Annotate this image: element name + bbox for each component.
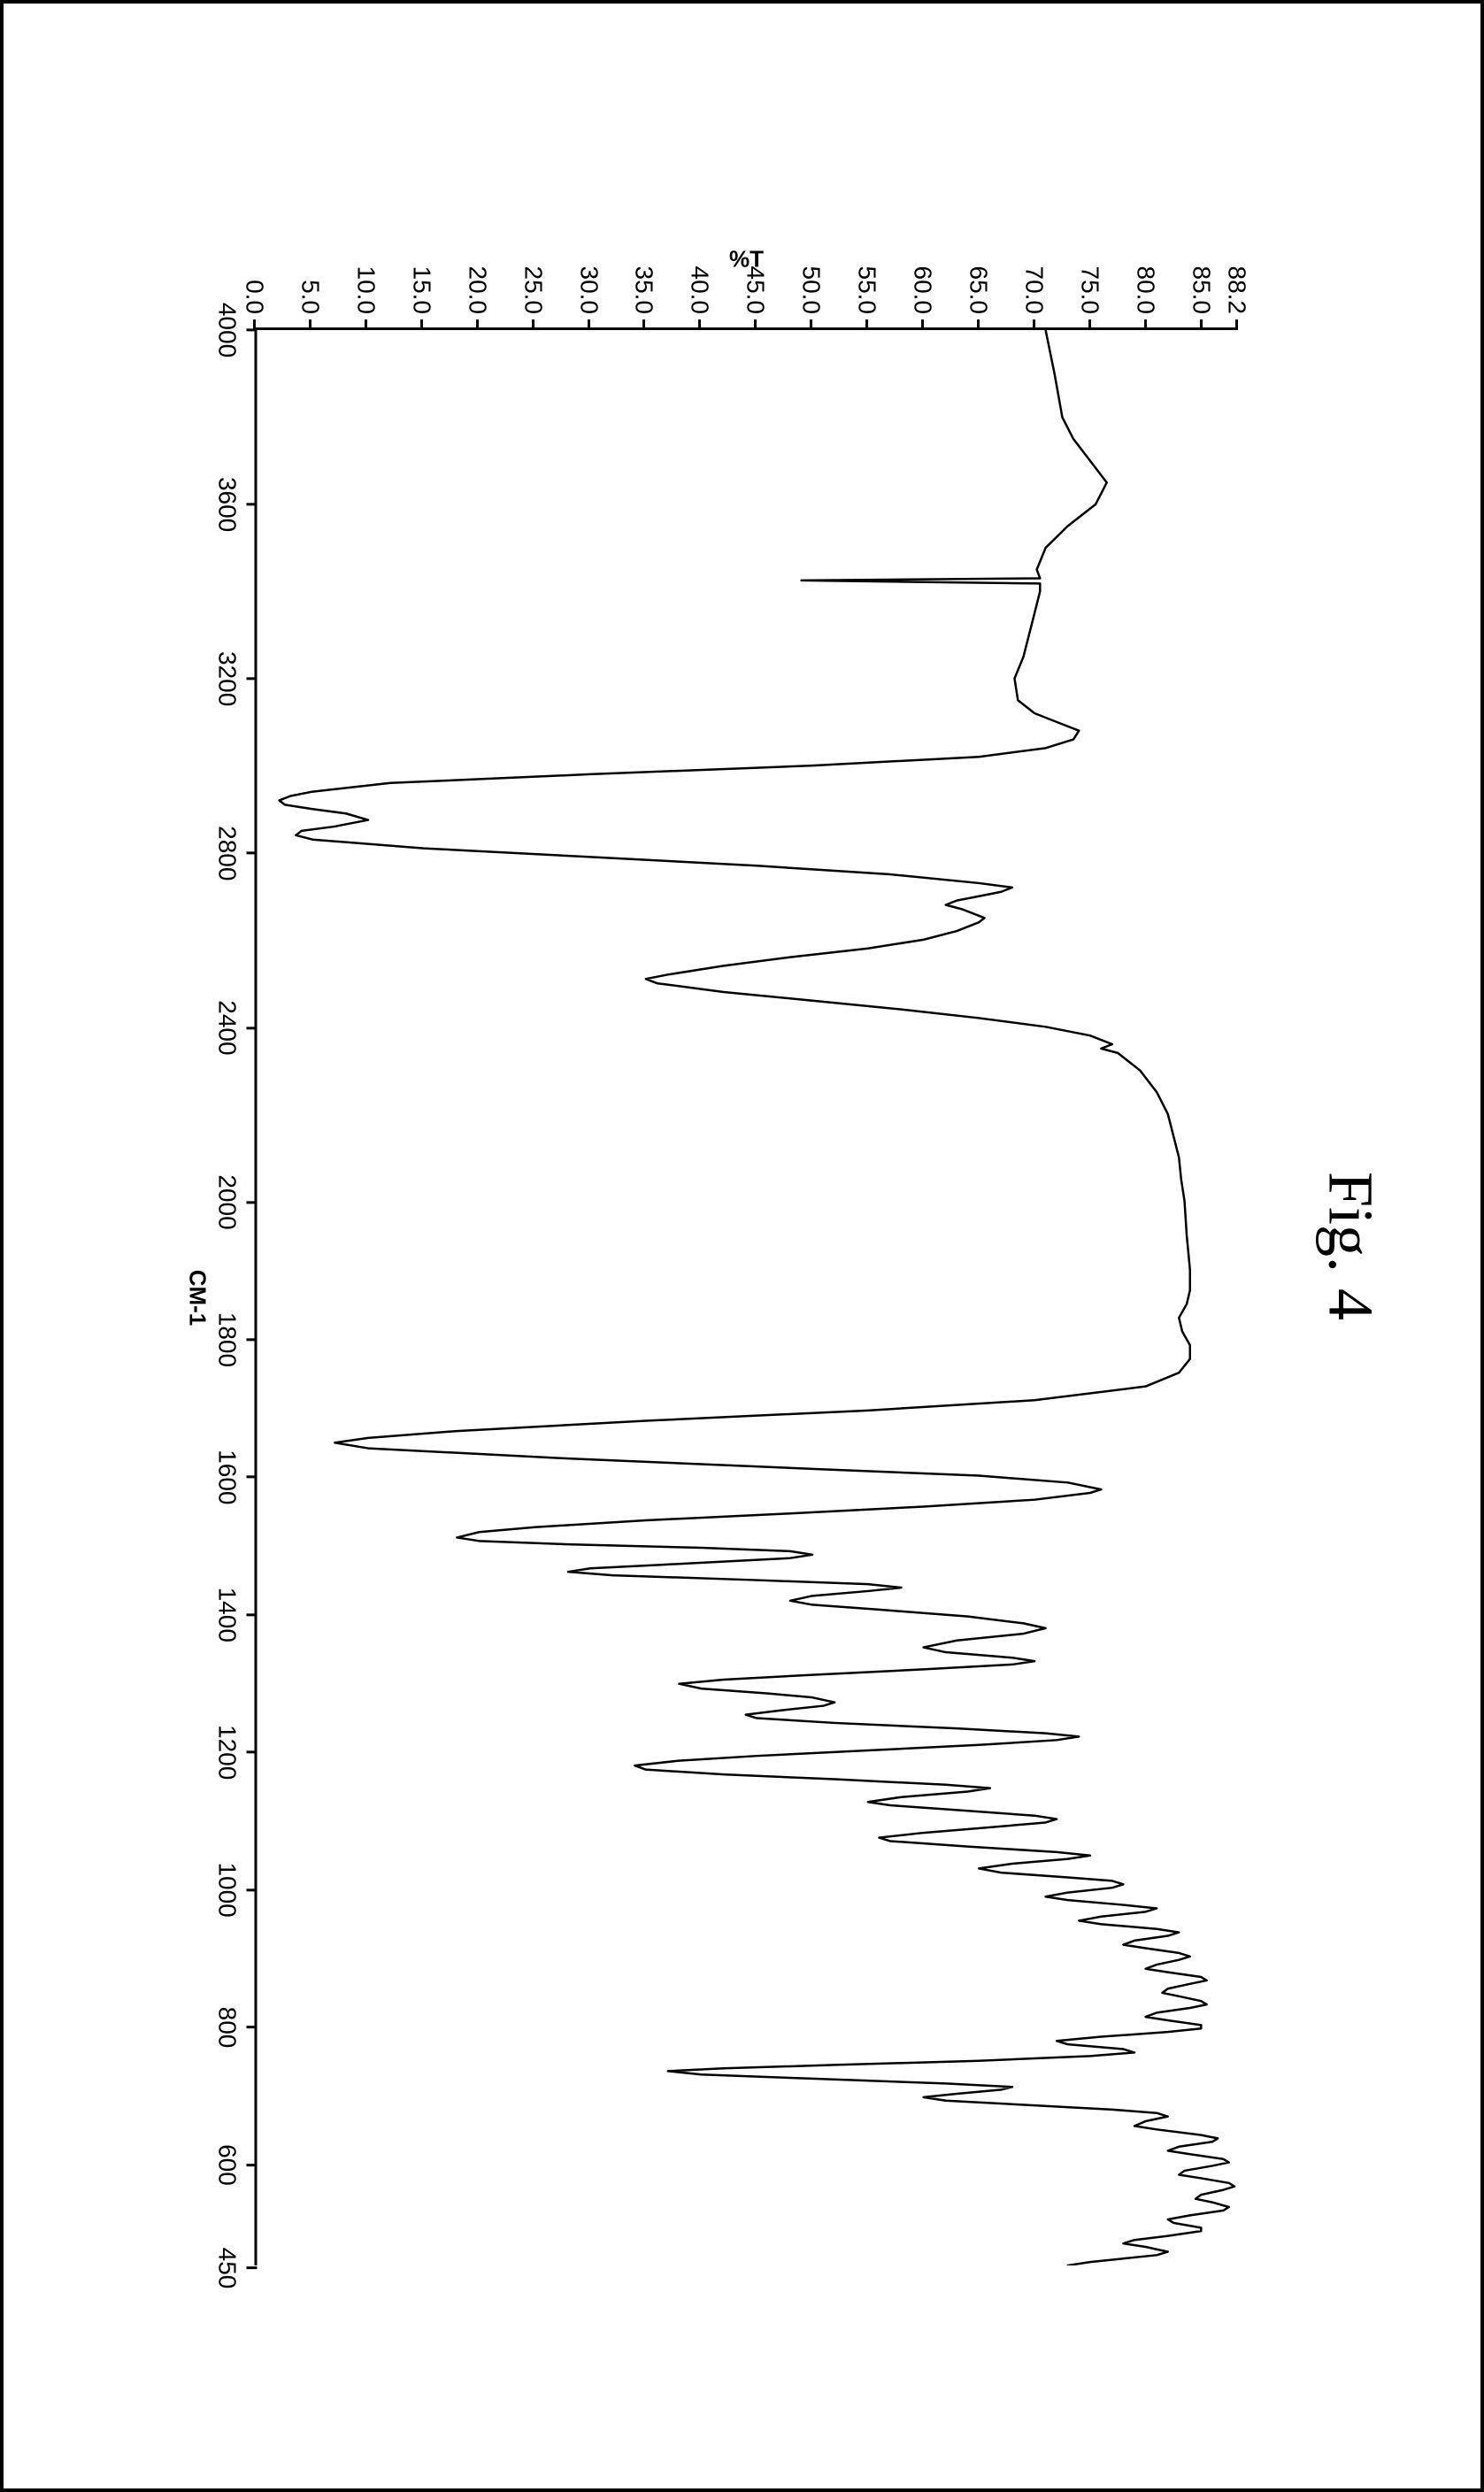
y-tick-label: 85.0 — [1187, 266, 1215, 331]
x-tick-label: 1200 — [212, 1725, 257, 1780]
y-tick-label: 15.0 — [407, 266, 435, 331]
y-tick-label: 80.0 — [1131, 266, 1159, 331]
x-tick-label: 4000 — [212, 303, 257, 358]
y-tick-label: 70.0 — [1019, 266, 1048, 331]
x-tick-label: 1600 — [212, 1450, 257, 1504]
y-tick-label: 25.0 — [519, 266, 547, 331]
x-tick-label: 3200 — [212, 651, 257, 706]
x-tick-label: 2400 — [212, 1000, 257, 1055]
y-tick-label: 45.0 — [741, 266, 769, 331]
y-tick-label: 55.0 — [852, 266, 880, 331]
rotated-content: Fig. 4 %T CM-1 88.285.080.075.070.065.06… — [0, 0, 1484, 2492]
y-tick-label: 50.0 — [796, 266, 825, 331]
y-tick-label: 60.0 — [908, 266, 936, 331]
ir-spectrum-plot: %T CM-1 88.285.080.075.070.065.060.055.0… — [254, 327, 1236, 2265]
x-tick-label: 2800 — [212, 826, 257, 881]
y-tick-label: 10.0 — [351, 266, 380, 331]
x-tick-label: 1000 — [212, 1862, 257, 1917]
x-tick-label: 3600 — [212, 477, 257, 532]
plot-wrapper: %T CM-1 88.285.080.075.070.065.060.055.0… — [148, 230, 1236, 2283]
spectrum-line — [257, 330, 1236, 2265]
y-tick-label: 35.0 — [629, 266, 657, 331]
x-tick-label: 2000 — [212, 1174, 257, 1229]
y-tick-label: 20.0 — [463, 266, 491, 331]
x-tick-label: 600 — [212, 2144, 257, 2186]
x-axis-label: CM-1 — [183, 1270, 211, 1327]
y-tick-label: 5.0 — [296, 280, 324, 330]
figure-title: Fig. 4 — [1313, 0, 1387, 2492]
x-tick-label: 800 — [212, 2007, 257, 2049]
x-tick-label: 1800 — [212, 1312, 257, 1367]
x-tick-label: 1400 — [212, 1588, 257, 1642]
y-tick-label: 88.2 — [1222, 266, 1250, 331]
x-tick-label: 450 — [212, 2248, 257, 2289]
y-tick-label: 30.0 — [574, 266, 603, 331]
y-tick-label: 65.0 — [964, 266, 992, 331]
y-tick-label: 75.0 — [1075, 266, 1103, 331]
y-tick-label: 40.0 — [685, 266, 713, 331]
page-frame: Fig. 4 %T CM-1 88.285.080.075.070.065.06… — [0, 0, 1484, 2492]
